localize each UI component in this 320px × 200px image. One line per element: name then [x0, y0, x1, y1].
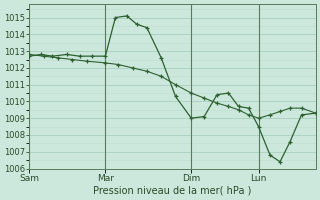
X-axis label: Pression niveau de la mer( hPa ): Pression niveau de la mer( hPa ) [93, 186, 252, 196]
